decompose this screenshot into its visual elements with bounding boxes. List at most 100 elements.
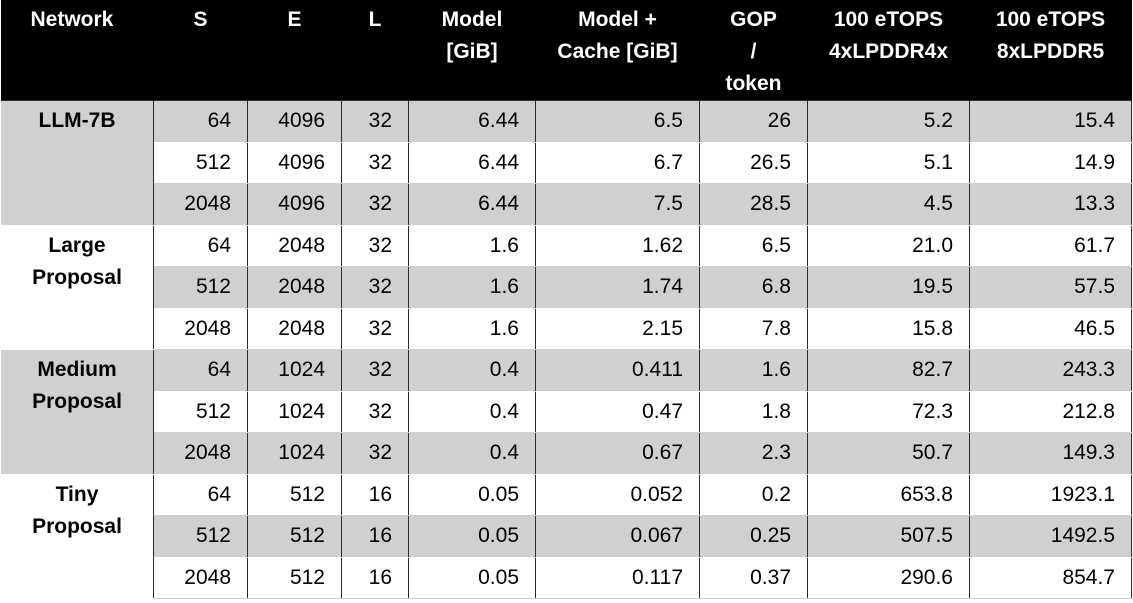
cell-e: 1024 bbox=[247, 349, 342, 392]
cell-lpddr4x: 72.3 bbox=[807, 390, 970, 433]
header-model: Model [GiB] bbox=[408, 0, 536, 101]
cell-l: 32 bbox=[341, 224, 409, 267]
cell-gop: 7.8 bbox=[699, 307, 808, 350]
cell-e: 1024 bbox=[247, 432, 342, 475]
cell-s: 512 bbox=[153, 390, 248, 433]
cell-gop: 0.2 bbox=[699, 473, 808, 516]
cell-model: 1.6 bbox=[408, 307, 536, 350]
cell-lpddr4x: 5.1 bbox=[807, 141, 970, 184]
network-name-line: Large bbox=[48, 233, 106, 257]
cell-lpddr5: 149.3 bbox=[969, 432, 1132, 475]
cell-model: 1.6 bbox=[408, 224, 536, 267]
cell-s: 64 bbox=[153, 349, 248, 392]
cell-model: 6.44 bbox=[408, 100, 536, 143]
cell-l: 32 bbox=[341, 100, 409, 143]
cell-lpddr5: 46.5 bbox=[969, 307, 1132, 350]
cell-lpddr4x: 21.0 bbox=[807, 224, 970, 267]
cell-gop: 28.5 bbox=[699, 183, 808, 226]
cell-s: 512 bbox=[153, 266, 248, 309]
cell-l: 32 bbox=[341, 183, 409, 226]
table-row: 512 4096 32 6.44 6.7 26.5 5.1 14.9 bbox=[1, 141, 1132, 184]
cell-lpddr5: 57.5 bbox=[969, 266, 1132, 309]
cell-e: 512 bbox=[247, 515, 342, 558]
cell-lpddr4x: 507.5 bbox=[807, 515, 970, 558]
network-name-line: Proposal bbox=[32, 514, 122, 538]
cell-model: 0.4 bbox=[408, 390, 536, 433]
cell-s: 2048 bbox=[153, 183, 248, 226]
table-row: 512 1024 32 0.4 0.47 1.8 72.3 212.8 bbox=[1, 390, 1132, 433]
cell-l: 32 bbox=[341, 266, 409, 309]
network-name-line: Medium bbox=[37, 358, 117, 381]
cell-model: 6.44 bbox=[408, 183, 536, 226]
network-name-cell: Tiny Proposal bbox=[0, 473, 154, 599]
network-name-cell: Medium Proposal bbox=[0, 349, 154, 475]
cell-e: 4096 bbox=[247, 183, 342, 226]
cell-e: 512 bbox=[247, 556, 342, 599]
cell-lpddr4x: 5.2 bbox=[807, 100, 970, 143]
cell-lpddr5: 1492.5 bbox=[969, 515, 1132, 558]
header-s: S bbox=[153, 0, 248, 101]
cell-gop: 1.8 bbox=[699, 390, 808, 433]
cell-model-cache: 6.7 bbox=[535, 141, 700, 184]
cell-gop: 26.5 bbox=[699, 141, 808, 184]
network-name-line: Tiny bbox=[55, 482, 99, 506]
cell-s: 64 bbox=[153, 100, 248, 143]
cell-gop: 2.3 bbox=[699, 432, 808, 475]
cell-lpddr4x: 15.8 bbox=[807, 307, 970, 350]
table-row: 2048 2048 32 1.6 2.15 7.8 15.8 46.5 bbox=[1, 307, 1132, 350]
cell-gop: 1.6 bbox=[699, 349, 808, 392]
cell-lpddr4x: 290.6 bbox=[807, 556, 970, 599]
network-name-line: Proposal bbox=[32, 390, 122, 413]
cell-lpddr5: 212.8 bbox=[969, 390, 1132, 433]
cell-s: 512 bbox=[153, 515, 248, 558]
cell-s: 64 bbox=[153, 473, 248, 516]
cell-l: 32 bbox=[341, 307, 409, 350]
cell-l: 32 bbox=[341, 432, 409, 475]
cell-e: 2048 bbox=[247, 224, 342, 267]
table-row: Medium Proposal 64 1024 32 0.4 0.411 1.6 82.7 243… bbox=[0, 349, 1132, 475]
cell-gop: 0.25 bbox=[699, 515, 808, 558]
cell-e: 2048 bbox=[247, 307, 342, 350]
cell-l: 32 bbox=[341, 390, 409, 433]
cell-model: 0.05 bbox=[408, 515, 536, 558]
cell-model-cache: 6.5 bbox=[535, 100, 700, 143]
cell-model-cache: 0.67 bbox=[535, 432, 700, 475]
cell-lpddr5: 1923.1 bbox=[969, 473, 1132, 516]
table-row: 512 2048 32 1.6 1.74 6.8 19.5 57.5 bbox=[1, 266, 1132, 309]
table-row: 512 512 16 0.05 0.067 0.25 507.5 1492.5 bbox=[1, 515, 1132, 558]
table-row: Large Proposal 64 2048 32 1.6 1.62 6.5 21.0 61.7 bbox=[0, 224, 1132, 350]
header-network: Network bbox=[0, 0, 154, 101]
cell-model: 0.05 bbox=[408, 556, 536, 599]
network-name-cell: Large Proposal bbox=[0, 224, 154, 350]
cell-lpddr4x: 653.8 bbox=[807, 473, 970, 516]
cell-lpddr5: 854.7 bbox=[969, 556, 1132, 599]
table-row: Tiny Proposal 64 512 16 0.05 0.052 0.2 653.8 1923… bbox=[0, 473, 1132, 599]
cell-lpddr5: 15.4 bbox=[969, 100, 1132, 143]
cell-model: 0.4 bbox=[408, 349, 536, 392]
cell-lpddr4x: 82.7 bbox=[807, 349, 970, 392]
cell-e: 2048 bbox=[247, 266, 342, 309]
cell-e: 4096 bbox=[247, 100, 342, 143]
cell-e: 4096 bbox=[247, 141, 342, 184]
cell-model: 1.6 bbox=[408, 266, 536, 309]
cell-model-cache: 7.5 bbox=[535, 183, 700, 226]
cell-lpddr5: 14.9 bbox=[969, 141, 1132, 184]
cell-gop: 6.8 bbox=[699, 266, 808, 309]
cell-s: 2048 bbox=[153, 556, 248, 599]
cell-lpddr4x: 19.5 bbox=[807, 266, 970, 309]
cell-lpddr5: 243.3 bbox=[969, 349, 1132, 392]
cell-model-cache: 1.62 bbox=[535, 224, 700, 267]
cell-model: 6.44 bbox=[408, 141, 536, 184]
cell-lpddr5: 13.3 bbox=[969, 183, 1132, 226]
cell-model: 0.4 bbox=[408, 432, 536, 475]
cell-lpddr4x: 50.7 bbox=[807, 432, 970, 475]
cell-s: 2048 bbox=[153, 307, 248, 350]
cell-s: 512 bbox=[153, 141, 248, 184]
cell-l: 32 bbox=[341, 349, 409, 392]
network-name-line: LLM-7B bbox=[38, 109, 116, 132]
table-row: 2048 512 16 0.05 0.117 0.37 290.6 854.7 bbox=[1, 556, 1132, 599]
cell-lpddr4x: 4.5 bbox=[807, 183, 970, 226]
header-lpddr5: 100 eTOPS 8xLPDDR5 bbox=[969, 0, 1132, 101]
